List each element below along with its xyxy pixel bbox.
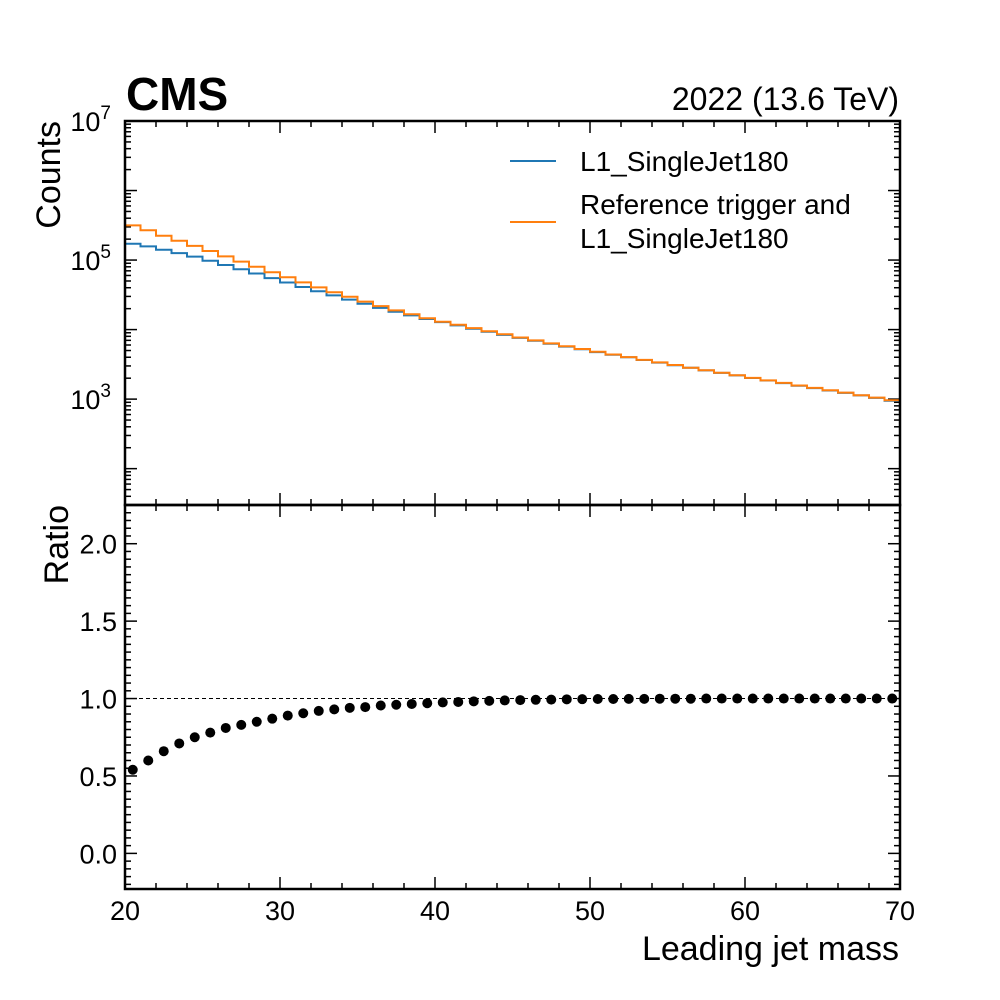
ratio-point [515, 695, 526, 706]
y-tick-label: 1.5 [79, 607, 117, 637]
ratio-point [391, 699, 402, 710]
ratio-point [592, 694, 603, 705]
ratio-point [437, 697, 448, 708]
ratio-point [732, 693, 743, 704]
ratio-point [143, 755, 154, 766]
ratio-point [189, 732, 200, 743]
ratio-point [763, 693, 774, 704]
ratio-point [561, 694, 572, 705]
ratio-point [375, 700, 386, 711]
experiment-label: CMS [126, 68, 228, 120]
ratio-point [794, 693, 805, 704]
ratio-panel: 0.0 0.5 1.0 1.5 2.0 20 30 40 50 60 70 Ratio Leadin… [38, 503, 915, 968]
main-y-axis-title: Counts [30, 121, 68, 229]
x-tick-label: 20 [110, 896, 140, 926]
ratio-point [127, 764, 138, 775]
ratio-point [484, 695, 495, 706]
ratio-point [298, 708, 309, 719]
x-tick-label: 30 [265, 896, 295, 926]
x-tick-label: 50 [575, 896, 605, 926]
ratio-point [608, 694, 619, 705]
x-tick-label: 70 [885, 896, 915, 926]
ratio-point [251, 716, 262, 727]
ratio-y-axis-title: Ratio [38, 505, 76, 584]
y-tick-label: 0.0 [79, 839, 117, 869]
histogram-series [125, 242, 900, 402]
legend-label: Reference trigger and [580, 189, 851, 220]
x-tick-label: 40 [420, 896, 450, 926]
y-tick-label: 0.5 [79, 762, 117, 792]
ratio-point [887, 693, 898, 704]
main-axis-ticks [124, 120, 901, 506]
lumi-label: 2022 (13.6 TeV) [672, 81, 899, 117]
ratio-point [747, 693, 758, 704]
ratio-point [670, 693, 681, 704]
ratio-point [623, 693, 634, 704]
ratio-point [546, 694, 557, 705]
ratio-point [856, 693, 867, 704]
main-series-group [125, 224, 900, 402]
ratio-point [716, 693, 727, 704]
y-tick-label: 1.0 [79, 685, 117, 715]
ratio-point [701, 693, 712, 704]
ratio-point [267, 713, 278, 724]
legend-label: L1_SingleJet180 [580, 223, 789, 254]
ratio-point [406, 698, 417, 709]
x-axis-title: Leading jet mass [642, 930, 899, 968]
ratio-tick-labels: 0.0 0.5 1.0 1.5 2.0 20 30 40 50 60 70 [79, 530, 915, 926]
ratio-point [577, 694, 588, 705]
ratio-point [530, 694, 541, 705]
ratio-point [236, 719, 247, 730]
ratio-point [158, 746, 169, 757]
ratio-point [468, 696, 479, 707]
ratio-point [344, 702, 355, 713]
ratio-point [809, 693, 820, 704]
ratio-point [313, 705, 324, 716]
ratio-point [174, 738, 185, 749]
ratio-point [220, 722, 231, 733]
x-tick-label: 60 [730, 896, 760, 926]
ratio-point [654, 693, 665, 704]
ratio-point [639, 693, 650, 704]
y-tick-label: 107 [70, 103, 111, 137]
ratio-point [685, 693, 696, 704]
ratio-point [453, 696, 464, 707]
y-tick-label: 105 [70, 242, 111, 276]
ratio-point [360, 702, 371, 713]
ratio-point [205, 727, 216, 738]
ratio-point [282, 710, 293, 721]
ratio-point [871, 693, 882, 704]
main-y-tick-labels: 103 105 107 [70, 103, 111, 415]
y-tick-label: 103 [70, 381, 111, 415]
main-panel-frame [123, 119, 902, 507]
ratio-point [499, 695, 510, 706]
legend-label: L1_SingleJet180 [580, 146, 789, 177]
y-tick-label: 2.0 [79, 530, 117, 560]
ratio-point [840, 693, 851, 704]
ratio-point [778, 693, 789, 704]
ratio-panel-frame [123, 503, 902, 891]
ratio-point [825, 693, 836, 704]
histogram-series [125, 224, 900, 402]
ratio-points-group [127, 693, 898, 775]
ratio-point [422, 698, 433, 709]
ratio-point [329, 704, 340, 715]
